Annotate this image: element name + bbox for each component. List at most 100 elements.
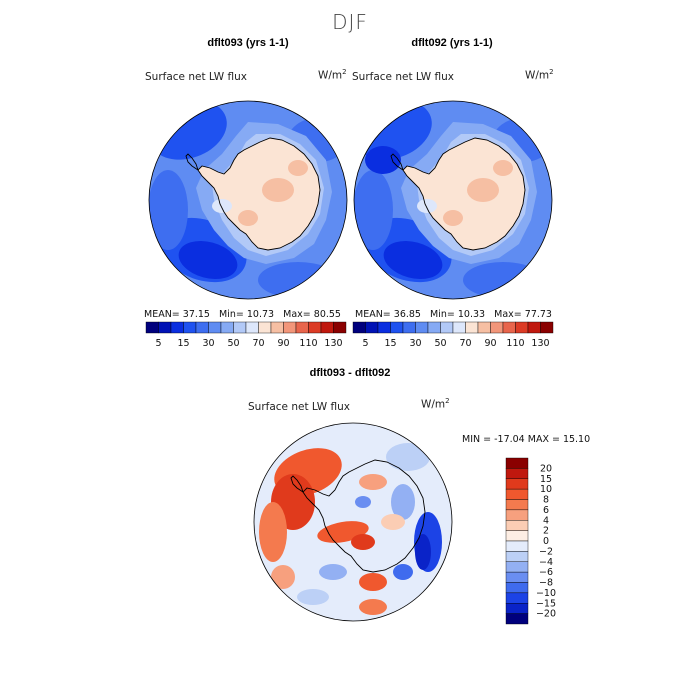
colorbar-tick-label: 50 [227,338,239,349]
diff-panel-stats: MIN = -17.04 MAX = 15.10 [462,434,591,445]
colorbar-swatch [505,530,529,542]
colorbar-swatch [505,488,529,500]
colorbar-tick-label: 4 [543,515,549,526]
map-field [415,534,431,570]
coastline [402,137,526,251]
colorbar-swatch [505,571,529,583]
panel-1-stats: MEAN= 37.15 Min= 10.73 Max= 80.55 [144,309,341,320]
colorbar-tick-label: 15 [540,474,552,485]
colorbar-swatch [365,321,379,334]
colorbar-tick-label: 0 [543,536,549,547]
colorbar-swatch [390,321,404,334]
colorbar-swatch [258,321,272,334]
colorbar-swatch [170,321,184,334]
map-field [351,534,375,550]
map-field [443,210,463,226]
colorbar-swatch [220,321,234,334]
colorbar-swatch [427,321,441,334]
colorbar-tick-label: −6 [539,567,553,578]
panel-2-title: dflt092 (yrs 1-1) [411,37,493,49]
colorbar-tick-label: 5 [155,338,161,349]
map-boundary [353,100,553,300]
colorbar-swatch [505,603,529,614]
map-field [259,502,287,562]
coastline [197,137,321,251]
map-field [149,170,188,250]
colorbar-swatch [233,321,247,334]
map-field [262,178,294,202]
coastline [302,459,426,573]
map-field [319,564,347,580]
panel-1-colorbar: 5 15 30 50 70 90 110 130 [145,321,347,349]
colorbar-swatch [505,478,529,490]
diff-panel-title: dflt093 - dflt092 [309,367,391,379]
map-field [178,240,238,280]
colorbar-swatch [505,499,529,511]
coastline [290,475,304,494]
colorbar-tick-label: −15 [536,598,556,609]
map-field [355,496,371,508]
colorbar-swatch [515,321,529,334]
colorbar-tick-label: 90 [484,338,496,349]
figure-title: DJF [332,10,368,34]
diff-panel-units: W/m2 [421,397,450,411]
map-boundary [148,100,348,300]
colorbar-tick-label: 10 [540,484,552,495]
colorbar-swatch [308,321,322,334]
colorbar-tick-label: 2 [543,526,549,537]
panel-2-stats: MEAN= 36.85 Min= 10.33 Max= 77.73 [355,309,552,320]
map-field [391,484,415,520]
coastline [185,153,199,172]
colorbar-swatch [320,321,334,334]
map-field [271,565,295,589]
panel-2-field-label: Surface net LW flux [352,71,454,83]
colorbar-swatch [440,321,454,334]
colorbar-swatch [208,321,222,334]
colorbar-tick-label: −20 [536,609,556,620]
colorbar-tick-label: 110 [299,338,317,349]
colorbar-swatch [540,321,554,334]
colorbar-tick-label: −2 [539,546,553,557]
colorbar-tick-label: 15 [384,338,396,349]
map-field [238,210,258,226]
diff-panel-polar-map [253,422,453,622]
coastline [390,153,404,172]
colorbar-tick-label: 90 [277,338,289,349]
map-field [463,262,543,298]
colorbar-swatch [333,321,347,334]
colorbar-swatch [527,321,541,334]
colorbar-swatch [145,321,159,334]
map-boundary [253,422,453,622]
colorbar-swatch [295,321,309,334]
map-field [297,589,329,605]
map-field [386,443,430,471]
colorbar-tick-label: −8 [539,578,553,589]
colorbar-tick-label: 15 [177,338,189,349]
colorbar-swatch [505,509,529,521]
panel-1-field-label: Surface net LW flux [145,71,247,83]
panel-1-units: W/m2 [318,68,347,82]
colorbar-swatch [505,582,529,594]
map-field [359,573,387,591]
colorbar-tick-label: 20 [540,463,552,474]
map-field [359,599,387,615]
colorbar-swatch [505,561,529,573]
colorbar-tick-label: 70 [252,338,264,349]
map-field [381,514,405,530]
colorbar-swatch [270,321,284,334]
map-field [365,146,401,174]
colorbar-swatch [377,321,391,334]
colorbar-swatch [183,321,197,334]
map-field [288,160,308,176]
colorbar-swatch [415,321,429,334]
colorbar-swatch [505,457,529,469]
colorbar-tick-label: −4 [539,557,553,568]
diff-panel-field-label: Surface net LW flux [248,401,350,413]
colorbar-tick-label: 130 [324,338,342,349]
colorbar-swatch [505,592,529,604]
colorbar-swatch [477,321,491,334]
colorbar-swatch [283,321,297,334]
colorbar-swatch [158,321,172,334]
map-field [393,564,413,580]
